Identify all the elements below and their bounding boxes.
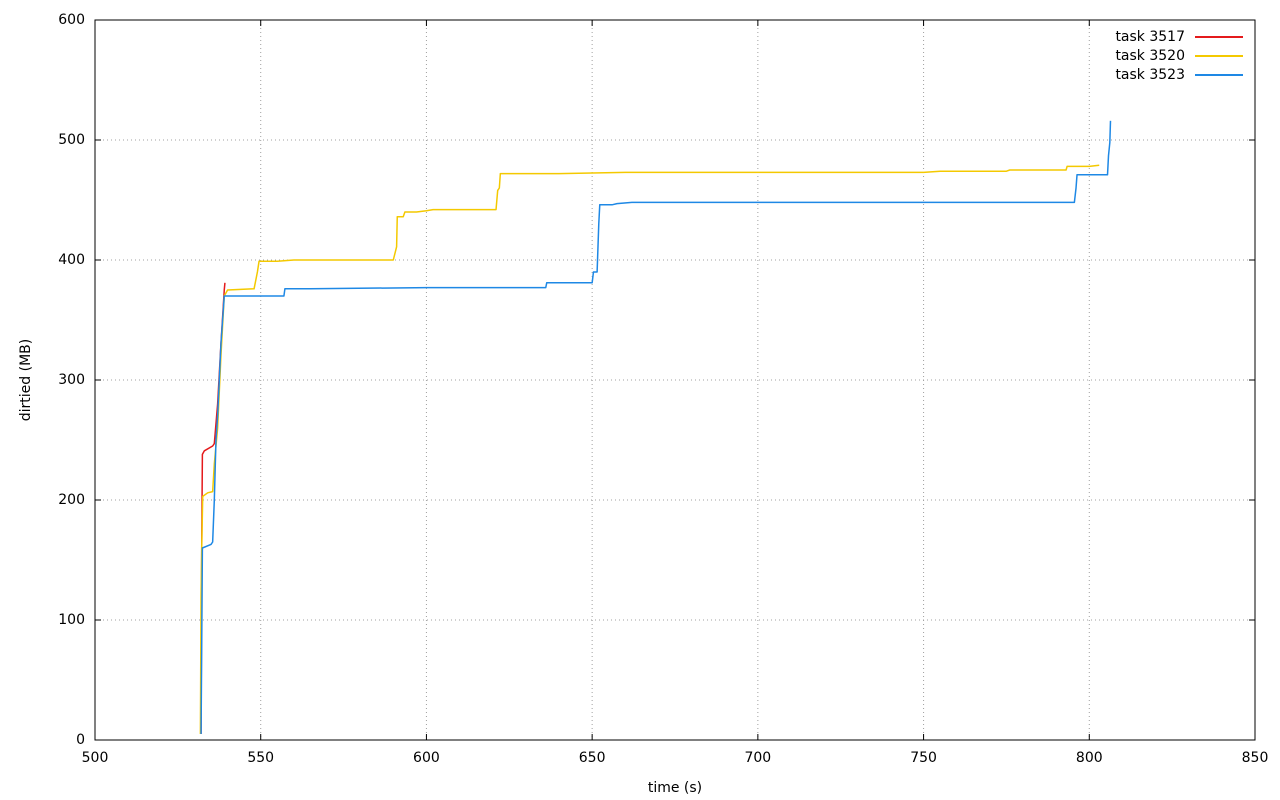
- y-tick-label: 100: [58, 612, 85, 628]
- x-tick-label: 500: [82, 750, 109, 766]
- x-tick-label: 800: [1076, 750, 1103, 766]
- x-tick-label: 850: [1242, 750, 1269, 766]
- x-tick-label: 750: [910, 750, 937, 766]
- legend-label: task 3520: [1115, 48, 1185, 64]
- y-tick-label: 200: [58, 492, 85, 508]
- y-tick-label: 0: [76, 732, 85, 748]
- y-axis-label: dirtied (MB): [18, 339, 34, 421]
- y-tick-label: 600: [58, 12, 85, 28]
- legend-label: task 3517: [1115, 29, 1185, 45]
- series-line: [200, 120, 1112, 735]
- y-tick-label: 500: [58, 132, 85, 148]
- legend-label: task 3523: [1115, 67, 1185, 83]
- y-tick-label: 400: [58, 252, 85, 268]
- series-line: [199, 164, 1100, 735]
- x-tick-label: 550: [247, 750, 274, 766]
- plot-border: [94, 19, 1256, 741]
- x-tick-label: 700: [744, 750, 771, 766]
- x-axis-label: time (s): [648, 780, 702, 796]
- x-tick-label: 650: [579, 750, 606, 766]
- y-tick-label: 300: [58, 372, 85, 388]
- x-tick-label: 600: [413, 750, 440, 766]
